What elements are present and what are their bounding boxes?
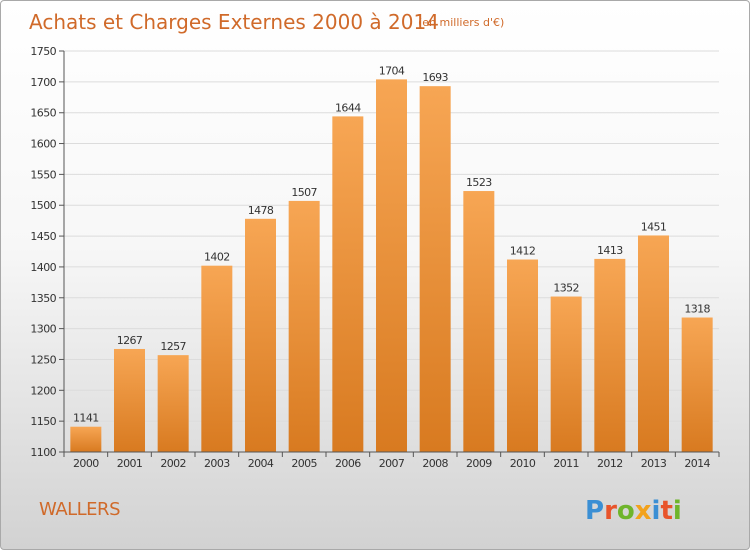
- bar: [681, 317, 713, 452]
- y-tick-label: 1250: [30, 353, 56, 366]
- x-tick-label: 2007: [379, 457, 405, 470]
- y-tick-label: 1300: [30, 323, 56, 336]
- y-tick-label: 1750: [30, 45, 56, 58]
- y-tick-label: 1150: [30, 415, 56, 428]
- y-tick-label: 1100: [30, 446, 56, 459]
- logo-letter: r: [604, 496, 617, 526]
- x-tick-label: 2009: [466, 457, 492, 470]
- logo-letter: o: [617, 496, 635, 526]
- x-tick-label: 2008: [422, 457, 448, 470]
- y-axis: 1100 1150 1200 1250 1300 1350 1400 1450 1500 1550…: [30, 45, 65, 459]
- bar: [114, 348, 145, 452]
- y-tick-label: 1550: [30, 168, 56, 181]
- data-label: 1451: [641, 220, 667, 233]
- data-label: 1507: [291, 186, 317, 199]
- data-label: 1412: [510, 245, 536, 258]
- y-tick-label: 1650: [30, 107, 56, 120]
- y-tick-label: 1350: [30, 292, 56, 305]
- data-label: 1141: [73, 412, 99, 425]
- y-tick-label: 1400: [30, 261, 56, 274]
- data-label: 1267: [117, 334, 143, 347]
- bar: [376, 79, 407, 452]
- logo-letter: t: [660, 496, 672, 526]
- data-label: 1704: [379, 64, 405, 77]
- chart-title: Achats et Charges Externes 2000 à 2014: [29, 10, 439, 34]
- data-label: 1693: [422, 71, 448, 84]
- y-tick-label: 1700: [30, 76, 56, 89]
- x-tick-label: 2006: [335, 457, 361, 470]
- data-label: 1523: [466, 176, 492, 189]
- place-name: WALLERS: [39, 499, 120, 520]
- bar: [550, 296, 582, 452]
- x-tick-label: 2012: [597, 457, 623, 470]
- x-tick-label: 2013: [641, 457, 667, 470]
- logo-letter: P: [585, 496, 604, 526]
- proxiti-logo: Proxiti: [585, 496, 682, 526]
- logo-letter: i: [673, 496, 682, 526]
- bar: [70, 426, 102, 452]
- bar: [245, 218, 276, 452]
- bar: [157, 355, 189, 452]
- y-tick-label: 1600: [30, 138, 56, 151]
- data-label: 1402: [204, 251, 230, 264]
- bar: [507, 259, 538, 452]
- logo-letter: x: [635, 496, 652, 526]
- x-tick-label: 2000: [73, 457, 99, 470]
- data-label: 1352: [553, 282, 579, 295]
- bar: [463, 191, 495, 452]
- bar: [594, 258, 626, 452]
- data-labels: 1141 1267 1257 1402 1478 1507 1644 1704 1693 1523…: [73, 64, 711, 424]
- y-tick-label: 1500: [30, 199, 56, 212]
- data-label: 1318: [684, 303, 710, 316]
- logo-letter: i: [652, 496, 661, 526]
- bar: [419, 86, 451, 452]
- bar: [332, 116, 364, 452]
- x-tick-label: 2003: [204, 457, 230, 470]
- bars: [70, 79, 713, 452]
- x-tick-label: 2001: [117, 457, 143, 470]
- x-tick-label: 2004: [248, 457, 274, 470]
- bar: [288, 200, 320, 452]
- data-label: 1478: [248, 204, 274, 217]
- x-tick-label: 2011: [553, 457, 579, 470]
- data-label: 1413: [597, 244, 623, 257]
- x-tick-label: 2002: [160, 457, 186, 470]
- chart-subtitle: (en milliers d'€): [418, 16, 504, 29]
- data-label: 1257: [160, 340, 186, 353]
- bar: [638, 235, 669, 452]
- x-tick-label: 2010: [510, 457, 536, 470]
- data-label: 1644: [335, 101, 361, 114]
- x-axis: 2000 2001 2002 2003 2004 2005 2006 2007 2008 2009…: [63, 451, 720, 470]
- x-tick-label: 2005: [291, 457, 317, 470]
- y-tick-label: 1450: [30, 230, 56, 243]
- x-tick-label: 2014: [684, 457, 710, 470]
- y-tick-label: 1200: [30, 384, 56, 397]
- bar: [201, 265, 233, 452]
